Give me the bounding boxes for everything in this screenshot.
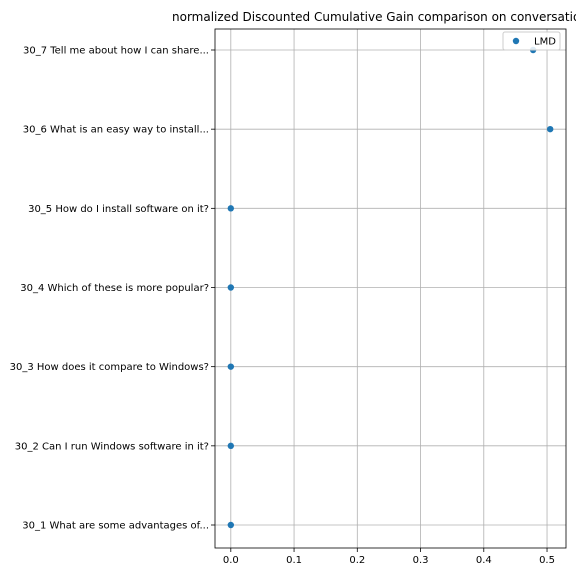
data-point bbox=[227, 205, 235, 212]
data-point bbox=[227, 284, 235, 291]
x-tick-label: 0.3 bbox=[413, 555, 429, 566]
axes-layer bbox=[214, 28, 567, 549]
legend-marker bbox=[512, 37, 520, 45]
y-tick-label: 30_5 How do I install software on it? bbox=[28, 204, 209, 215]
chart-title: normalized Discounted Cumulative Gain co… bbox=[172, 10, 576, 24]
x-tick-label: 0.0 bbox=[223, 555, 239, 566]
x-tick-label: 0.4 bbox=[476, 555, 492, 566]
plot-frame bbox=[214, 28, 567, 549]
legend: LMD bbox=[502, 31, 561, 51]
x-tick-label: 0.1 bbox=[286, 555, 302, 566]
x-tick-label: 0.2 bbox=[349, 555, 365, 566]
data-point bbox=[546, 125, 554, 133]
data-point bbox=[227, 442, 235, 450]
data-point bbox=[227, 521, 235, 529]
legend-label: LMD bbox=[534, 37, 556, 48]
y-tick-label: 30_2 Can I run Windows software in it? bbox=[15, 441, 209, 452]
x-tick-label: 0.5 bbox=[539, 555, 555, 566]
y-tick-label: 30_4 Which of these is more popular? bbox=[20, 283, 209, 294]
legend-box bbox=[502, 31, 561, 51]
tick-layer: 0.0 0.1 0.2 0.3 0.4 0.5 30_1 What are some adv… bbox=[10, 46, 555, 567]
y-tick-label: 30_7 Tell me about how I can share... bbox=[23, 46, 209, 57]
y-tick-label: 30_1 What are some advantages of... bbox=[22, 521, 209, 532]
y-tick-label: 30_6 What is an easy way to install... bbox=[23, 125, 209, 136]
data-point bbox=[227, 363, 235, 370]
grid-layer bbox=[215, 29, 566, 548]
y-tick-label: 30_3 How does it compare to Windows? bbox=[10, 362, 209, 373]
